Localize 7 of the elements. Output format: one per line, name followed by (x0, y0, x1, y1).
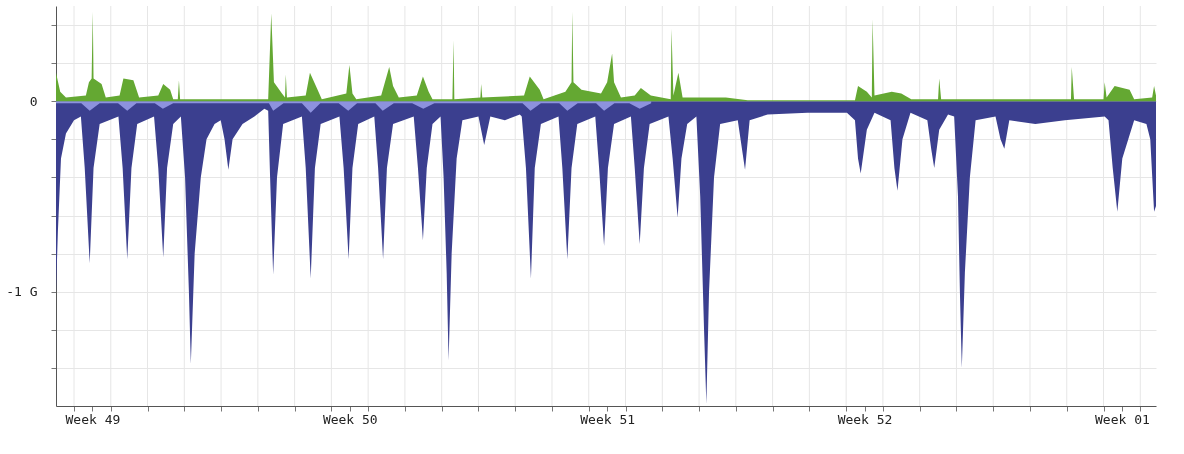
x-tick-label: Week 51 (580, 411, 636, 427)
x-tick-label: Week 52 (837, 411, 893, 427)
x-tick-label: Week 01 (1095, 411, 1150, 427)
y-tick-label: 0 (29, 93, 38, 109)
x-tick-label: Week 50 (322, 411, 378, 427)
y-tick-label: -1 G (6, 284, 38, 300)
x-tick-label: Week 49 (65, 411, 121, 427)
